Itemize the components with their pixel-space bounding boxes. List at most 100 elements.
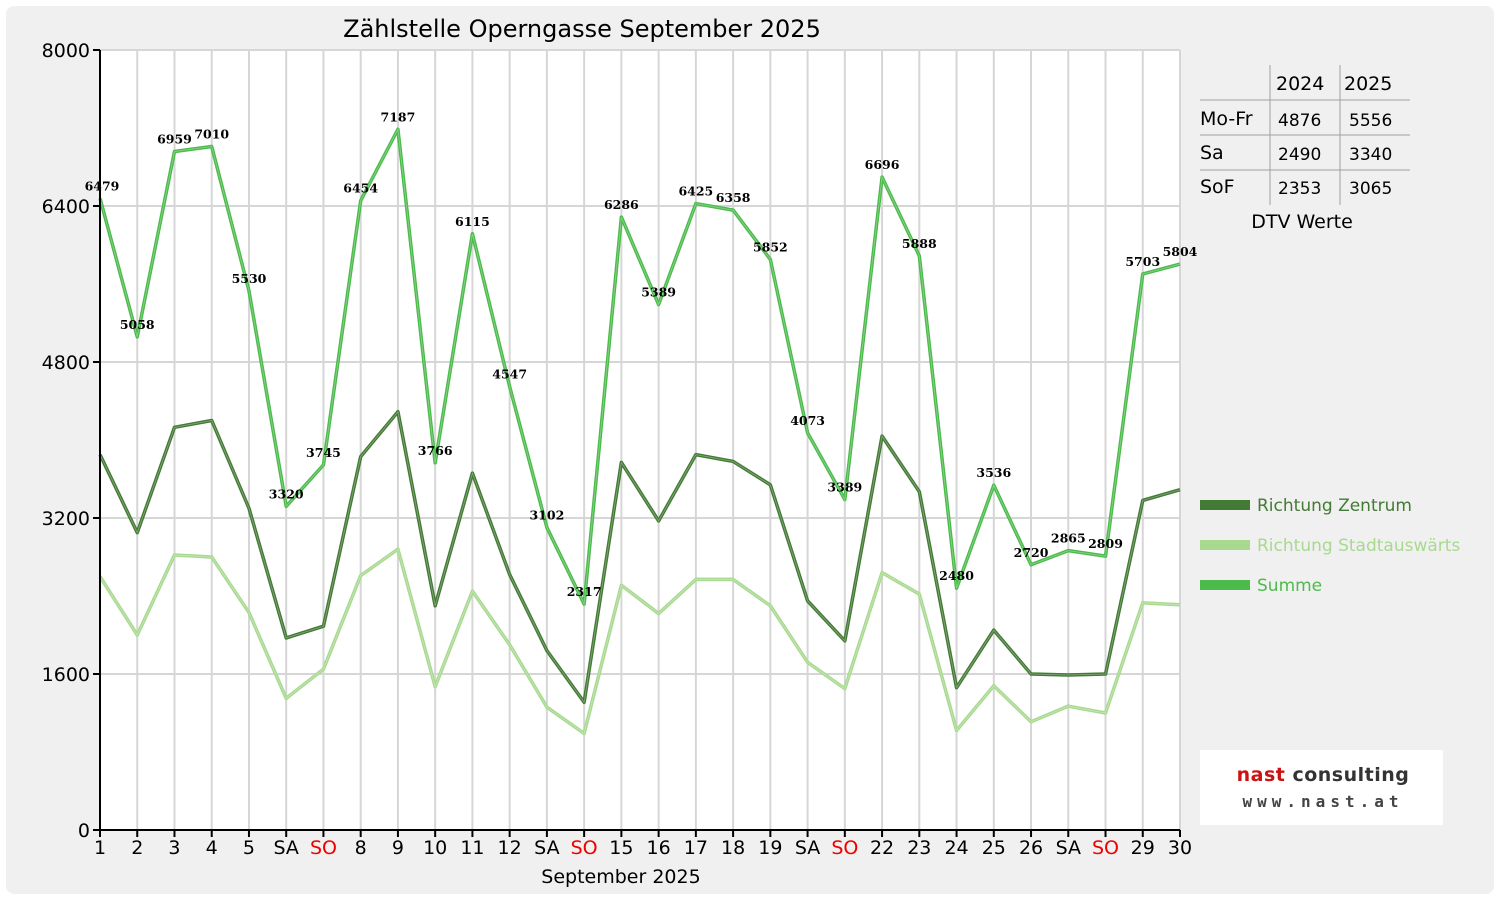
data-label: 3320: [269, 486, 304, 501]
data-label: 7187: [381, 109, 416, 124]
table-cell-2024: 2353: [1278, 179, 1321, 199]
x-tick-label: SO: [571, 837, 598, 859]
x-tick-label: 29: [1131, 837, 1155, 859]
x-tick-label: 3: [168, 837, 180, 859]
data-label: 5530: [232, 271, 267, 286]
data-label: 3766: [418, 443, 453, 458]
data-label: 4547: [492, 367, 527, 382]
data-label: 3102: [529, 508, 564, 523]
x-tick-label: 22: [870, 837, 894, 859]
series-line-2: [98, 127, 1181, 606]
y-tick-label: 3200: [42, 508, 90, 530]
x-tick-label: 17: [684, 837, 708, 859]
legend-label-2: Summe: [1257, 576, 1322, 596]
x-tick-label: SA: [795, 837, 820, 859]
data-label: 6696: [865, 157, 900, 172]
x-tick-label: 9: [392, 837, 404, 859]
x-tick-label: 18: [721, 837, 745, 859]
y-tick-label: 0: [78, 820, 90, 842]
legend-label-1: Richtung Stadtauswärts: [1257, 536, 1460, 556]
series-line-1: [98, 547, 1181, 736]
table-row-label: Mo-Fr: [1200, 108, 1253, 130]
data-label: 2720: [1014, 545, 1049, 560]
data-label: 6959: [157, 131, 192, 146]
series-line-highlight-0: [99, 410, 1181, 704]
y-tick-label: 4800: [42, 352, 90, 374]
x-tick-label: SO: [1092, 837, 1119, 859]
series-line-highlight-1: [99, 548, 1181, 735]
x-tick-label: 25: [982, 837, 1006, 859]
series-line-highlight-2: [99, 127, 1181, 606]
table-row-label: SoF: [1200, 176, 1235, 198]
logo-name-suffix: consulting: [1292, 764, 1410, 786]
x-tick-label: 23: [907, 837, 931, 859]
x-tick-labels: 1 2 3 4 5 SA SO 8 9 10 11 12 SA SO 15 16 17 18 19 SA SO 22 23 2…: [94, 837, 1192, 859]
y-tick-label: 6400: [42, 196, 90, 218]
legend: Richtung Zentrum Richtung Stadtauswärts Su…: [1200, 496, 1460, 596]
data-label: 5703: [1125, 254, 1160, 269]
x-tick-label: 10: [423, 837, 447, 859]
data-label: 6454: [343, 181, 378, 196]
x-tick-label: 16: [647, 837, 671, 859]
legend-swatch-0: [1200, 500, 1250, 510]
legend-swatch-2: [1200, 580, 1250, 590]
x-tick-label: 26: [1019, 837, 1043, 859]
data-labels: 6479 5058 6959 7010 5530 3320 3745 6454 7187 3766…: [85, 109, 1198, 599]
table-cell-2025: 5556: [1349, 111, 1392, 131]
axes: [93, 49, 1181, 837]
plot-area: [100, 50, 1180, 830]
data-label: 6479: [85, 178, 120, 193]
data-label: 7010: [194, 127, 229, 142]
x-tick-label: 4: [206, 837, 218, 859]
data-label: 2317: [567, 584, 602, 599]
data-label: 5804: [1163, 244, 1198, 259]
data-label: 3389: [827, 480, 862, 495]
table-header-2025: 2025: [1344, 73, 1392, 95]
table-cell-2025: 3340: [1349, 145, 1392, 165]
x-tick-label: SO: [831, 837, 858, 859]
logo-url: www.nast.at: [1242, 792, 1404, 811]
legend-swatch-1: [1200, 540, 1250, 550]
x-tick-label: SA: [534, 837, 559, 859]
x-tick-label: 30: [1168, 837, 1192, 859]
data-label: 5852: [753, 239, 788, 254]
series-line-0: [98, 409, 1181, 705]
data-label: 3745: [306, 445, 341, 460]
table-caption: DTV Werte: [1251, 211, 1353, 233]
data-label: 6115: [455, 214, 490, 229]
x-tick-label: 8: [355, 837, 367, 859]
chart-title: Zählstelle Operngasse September 2025: [343, 15, 821, 43]
table-cell-2024: 2490: [1278, 145, 1321, 165]
x-tick-label: 1: [94, 837, 106, 859]
x-tick-label: SA: [273, 837, 298, 859]
grid-lines: [100, 49, 1181, 830]
x-tick-label: 15: [609, 837, 633, 859]
x-tick-label: 24: [944, 837, 968, 859]
logo: nast consulting www.nast.at: [1200, 750, 1443, 825]
data-label: 5389: [641, 285, 676, 300]
logo-name: nast consulting: [1212, 764, 1434, 786]
table-row-label: Sa: [1200, 142, 1224, 164]
data-label: 5888: [902, 236, 937, 251]
x-tick-label: 11: [460, 837, 484, 859]
x-tick-label: 12: [498, 837, 522, 859]
data-label: 2865: [1051, 531, 1086, 546]
y-tick-labels: 0 1600 3200 4800 6400 8000: [42, 40, 90, 842]
data-label: 4073: [790, 413, 825, 428]
y-tick-label: 1600: [42, 664, 90, 686]
data-label: 6358: [716, 190, 751, 205]
table-cell-2025: 3065: [1349, 179, 1392, 199]
logo-name-prefix: nast: [1236, 764, 1293, 786]
data-label: 5058: [120, 317, 155, 332]
x-tick-label: 19: [758, 837, 782, 859]
dtv-table: 2024 2025 Mo-Fr 4876 5556 Sa 2490 3340 SoF 2353 30…: [1200, 65, 1410, 233]
data-label: 6425: [678, 184, 713, 199]
x-tick-label: 2: [131, 837, 143, 859]
y-tick-label: 8000: [42, 40, 90, 62]
x-axis-label: September 2025: [541, 866, 700, 888]
table-header-2024: 2024: [1276, 73, 1324, 95]
x-tick-label: SA: [1056, 837, 1081, 859]
data-label: 2809: [1088, 536, 1123, 551]
x-tick-label: SO: [310, 837, 337, 859]
